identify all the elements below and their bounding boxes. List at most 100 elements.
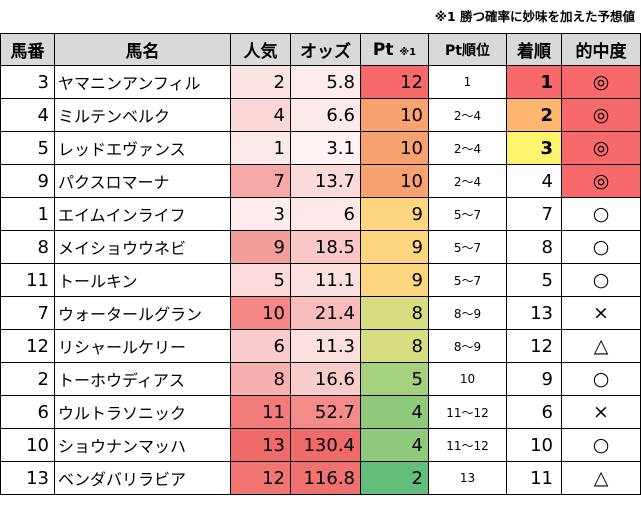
horse-number-cell: 3 <box>0 65 55 99</box>
header-pt-rank: Pt順位 <box>428 33 507 66</box>
pt-rank-cell: 2～4 <box>428 164 507 198</box>
pt-rank-cell: 1 <box>428 65 507 99</box>
popularity-cell: 5 <box>230 263 291 297</box>
finish-cell: 3 <box>506 131 562 165</box>
popularity-cell: 9 <box>230 230 291 264</box>
pt-cell: 10 <box>360 98 429 132</box>
popularity-cell: 3 <box>230 197 291 231</box>
finish-cell: 6 <box>506 395 562 429</box>
pt-cell: 2 <box>360 461 429 495</box>
header-row: 馬番 馬名 人気 オッズ Pt ※1 Pt順位 着順 的中度 <box>0 33 641 66</box>
popularity-cell: 6 <box>230 329 291 363</box>
hit-cell: △ <box>561 461 641 495</box>
table-row: 2 トーホウディアス 8 16.6 5 10 9 ○ <box>0 362 641 396</box>
pt-rank-cell: 11～12 <box>428 395 507 429</box>
finish-cell: 12 <box>506 329 562 363</box>
hit-cell: ○ <box>561 197 641 231</box>
horse-name-cell: ベンダバリラビア <box>54 461 231 495</box>
pt-rank-cell: 8～9 <box>428 296 507 330</box>
horse-number-cell: 2 <box>0 362 55 396</box>
horse-number-cell: 12 <box>0 329 55 363</box>
finish-cell: 13 <box>506 296 562 330</box>
pt-rank-cell: 5～7 <box>428 263 507 297</box>
popularity-cell: 13 <box>230 428 291 462</box>
finish-cell: 8 <box>506 230 562 264</box>
horse-name-cell: ウォータールグラン <box>54 296 231 330</box>
pt-cell: 8 <box>360 329 429 363</box>
hit-cell: ○ <box>561 428 641 462</box>
odds-cell: 18.5 <box>290 230 361 264</box>
horse-name-cell: ミルテンベルク <box>54 98 231 132</box>
pt-rank-cell: 5～7 <box>428 230 507 264</box>
header-horse-name: 馬名 <box>54 33 231 66</box>
horse-number-cell: 11 <box>0 263 55 297</box>
horse-number-cell: 5 <box>0 131 55 165</box>
hit-cell: × <box>561 395 641 429</box>
popularity-cell: 4 <box>230 98 291 132</box>
table-row: 13 ベンダバリラビア 12 116.8 2 13 11 △ <box>0 461 641 495</box>
odds-cell: 13.7 <box>290 164 361 198</box>
finish-cell: 1 <box>506 65 562 99</box>
hit-cell: ◎ <box>561 131 641 165</box>
horse-number-cell: 9 <box>0 164 55 198</box>
horse-name-cell: ウルトラソニック <box>54 395 231 429</box>
table-row: 11 トールキン 5 11.1 9 5～7 5 ○ <box>0 263 641 297</box>
pt-rank-cell: 5～7 <box>428 197 507 231</box>
finish-cell: 4 <box>506 164 562 198</box>
horse-name-cell: ヤマニンアンフィル <box>54 65 231 99</box>
header-odds: オッズ <box>290 33 361 66</box>
odds-cell: 11.3 <box>290 329 361 363</box>
pt-rank-cell: 2～4 <box>428 131 507 165</box>
hit-cell: △ <box>561 329 641 363</box>
horse-number-cell: 7 <box>0 296 55 330</box>
popularity-cell: 10 <box>230 296 291 330</box>
pt-cell: 8 <box>360 296 429 330</box>
odds-cell: 52.7 <box>290 395 361 429</box>
hit-cell: ◎ <box>561 164 641 198</box>
horse-name-cell: エイムインライフ <box>54 197 231 231</box>
pt-cell: 5 <box>360 362 429 396</box>
table-row: 3 ヤマニンアンフィル 2 5.8 12 1 1 ◎ <box>0 65 641 99</box>
odds-cell: 130.4 <box>290 428 361 462</box>
odds-cell: 21.4 <box>290 296 361 330</box>
race-prediction-table: 馬番 馬名 人気 オッズ Pt ※1 Pt順位 着順 的中度 3 ヤマニンアンフィ… <box>0 33 641 495</box>
finish-cell: 11 <box>506 461 562 495</box>
horse-name-cell: パクスロマーナ <box>54 164 231 198</box>
popularity-cell: 11 <box>230 395 291 429</box>
header-horse-number: 馬番 <box>0 33 55 66</box>
table-row: 1 エイムインライフ 3 6 9 5～7 7 ○ <box>0 197 641 231</box>
horse-name-cell: ショウナンマッハ <box>54 428 231 462</box>
horse-name-cell: メイショウウネビ <box>54 230 231 264</box>
header-pt-label: Pt <box>372 39 394 60</box>
horse-number-cell: 8 <box>0 230 55 264</box>
odds-cell: 3.1 <box>290 131 361 165</box>
horse-number-cell: 6 <box>0 395 55 429</box>
odds-cell: 6.6 <box>290 98 361 132</box>
table-row: 5 レッドエヴァンス 1 3.1 10 2～4 3 ◎ <box>0 131 641 165</box>
odds-cell: 16.6 <box>290 362 361 396</box>
odds-cell: 6 <box>290 197 361 231</box>
finish-cell: 10 <box>506 428 562 462</box>
horse-number-cell: 10 <box>0 428 55 462</box>
popularity-cell: 2 <box>230 65 291 99</box>
hit-cell: ◎ <box>561 65 641 99</box>
odds-cell: 5.8 <box>290 65 361 99</box>
table-row: 7 ウォータールグラン 10 21.4 8 8～9 13 × <box>0 296 641 330</box>
horse-name-cell: レッドエヴァンス <box>54 131 231 165</box>
table-row: 9 パクスロマーナ 7 13.7 10 2～4 4 ◎ <box>0 164 641 198</box>
pt-rank-cell: 13 <box>428 461 507 495</box>
pt-cell: 9 <box>360 197 429 231</box>
popularity-cell: 1 <box>230 131 291 165</box>
table-row: 10 ショウナンマッハ 13 130.4 4 11～12 10 ○ <box>0 428 641 462</box>
pt-rank-cell: 2～4 <box>428 98 507 132</box>
pt-rank-cell: 10 <box>428 362 507 396</box>
popularity-cell: 12 <box>230 461 291 495</box>
header-pt-footnote-mark: ※1 <box>399 46 417 58</box>
pt-cell: 4 <box>360 428 429 462</box>
pt-cell: 4 <box>360 395 429 429</box>
pt-cell: 10 <box>360 131 429 165</box>
pt-cell: 9 <box>360 230 429 264</box>
odds-cell: 11.1 <box>290 263 361 297</box>
popularity-cell: 7 <box>230 164 291 198</box>
header-hit: 的中度 <box>561 33 641 66</box>
